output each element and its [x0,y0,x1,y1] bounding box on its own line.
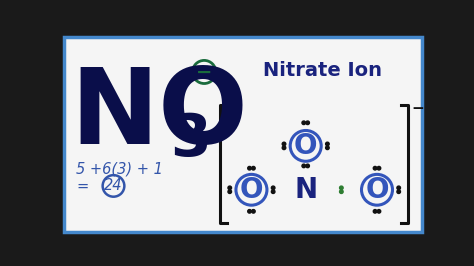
Circle shape [252,167,255,170]
Circle shape [248,210,251,213]
Circle shape [377,210,381,213]
Circle shape [306,164,310,168]
Circle shape [272,190,275,193]
Text: 5 +6(3) + 1: 5 +6(3) + 1 [76,161,163,176]
Circle shape [302,121,306,124]
Text: =: = [76,178,89,193]
Circle shape [228,190,231,193]
Text: NO: NO [70,64,248,166]
Circle shape [306,121,310,124]
Circle shape [252,210,255,213]
Circle shape [397,186,401,190]
Circle shape [339,190,343,193]
Text: −: − [196,63,212,81]
Text: O: O [365,176,389,204]
Circle shape [282,146,286,149]
Text: −: − [411,101,424,117]
Text: Nitrate Ion: Nitrate Ion [263,61,382,80]
Circle shape [228,186,231,190]
Text: 24: 24 [104,178,123,193]
Circle shape [374,210,377,213]
Circle shape [326,146,329,149]
Circle shape [339,186,343,190]
Circle shape [302,164,306,168]
Text: N: N [294,176,317,204]
Circle shape [282,142,286,146]
Circle shape [272,186,275,190]
Text: 3: 3 [170,111,211,168]
Text: O: O [294,132,318,160]
Circle shape [326,142,329,146]
Circle shape [374,167,377,170]
Circle shape [377,167,381,170]
Text: O: O [240,176,263,204]
Circle shape [248,167,251,170]
Circle shape [397,190,401,193]
